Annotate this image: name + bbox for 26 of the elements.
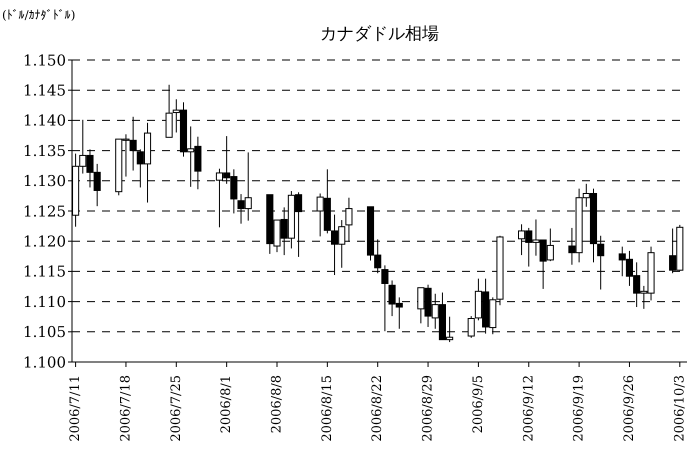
y-tick-label: 1.110 — [23, 292, 66, 311]
x-tick-label: 2006/9/19 — [572, 375, 587, 442]
chart-title: カナダドル相場 — [319, 23, 440, 45]
y-tick-label: 1.145 — [23, 82, 66, 100]
y-tick-label: 1.115 — [23, 262, 66, 281]
x-tick-label: 2006/8/22 — [370, 375, 386, 442]
y-tick-label: 1.120 — [23, 232, 66, 251]
y-tick-label: 1.150 — [23, 51, 66, 70]
x-tick-label: 2006/8/1 — [219, 375, 234, 434]
x-tick-label: 2006/7/18 — [118, 375, 134, 442]
y-tick-label: 1.130 — [23, 172, 66, 190]
x-tick-label: 2006/7/11 — [68, 375, 84, 442]
x-tick-label: 2006/8/29 — [420, 375, 436, 442]
y-tick-label: 1.105 — [23, 323, 66, 342]
y-axis-title: (ﾄﾞﾙ/ｶﾅﾀﾞﾄﾞﾙ) — [2, 8, 76, 22]
x-tick-label: 2006/7/25 — [168, 375, 184, 442]
x-tick-label: 2006/8/8 — [270, 375, 284, 434]
x-tick-label: 2006/9/12 — [521, 375, 536, 442]
x-tick-label: 2006/8/15 — [320, 375, 335, 442]
y-tick-label: 1.100 — [23, 353, 66, 372]
x-tick-label: 2006/9/5 — [470, 375, 486, 434]
y-tick-label: 1.140 — [23, 112, 66, 130]
y-tick-label: 1.135 — [23, 142, 66, 160]
x-tick-label: 2006/10/3 — [672, 375, 688, 442]
x-tick-label: 2006/9/26 — [622, 375, 637, 442]
y-tick-label: 1.125 — [23, 202, 66, 220]
